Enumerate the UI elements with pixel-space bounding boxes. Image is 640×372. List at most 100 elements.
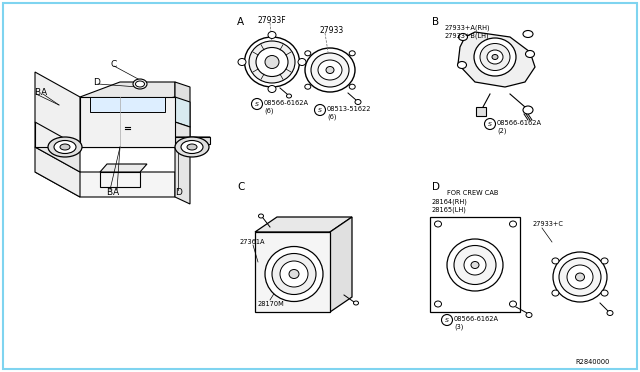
Ellipse shape: [553, 252, 607, 302]
Ellipse shape: [567, 265, 593, 289]
Bar: [255, 232, 330, 312]
Ellipse shape: [525, 51, 534, 58]
Polygon shape: [35, 147, 80, 197]
Text: 27933+A(RH): 27933+A(RH): [445, 25, 491, 31]
Ellipse shape: [480, 44, 510, 71]
Ellipse shape: [552, 290, 559, 296]
Ellipse shape: [575, 273, 584, 281]
Ellipse shape: [552, 258, 559, 264]
Ellipse shape: [492, 55, 498, 60]
Ellipse shape: [435, 301, 442, 307]
Ellipse shape: [523, 106, 533, 114]
Text: A: A: [237, 17, 244, 27]
Text: 27361A: 27361A: [240, 239, 266, 245]
Text: S: S: [255, 102, 259, 106]
Text: D: D: [93, 77, 100, 87]
Polygon shape: [255, 217, 352, 232]
Text: B: B: [34, 87, 40, 96]
Ellipse shape: [187, 144, 197, 150]
Bar: [476, 107, 486, 116]
Polygon shape: [175, 137, 210, 147]
Ellipse shape: [259, 214, 264, 218]
Circle shape: [252, 99, 262, 109]
Text: FOR CREW CAB: FOR CREW CAB: [447, 190, 499, 196]
Text: 28164(RH): 28164(RH): [432, 199, 468, 205]
Ellipse shape: [60, 144, 70, 150]
Ellipse shape: [526, 312, 532, 317]
Ellipse shape: [349, 51, 355, 56]
Ellipse shape: [458, 61, 467, 68]
Text: D: D: [175, 187, 182, 196]
Ellipse shape: [48, 137, 82, 157]
Text: 28165(LH): 28165(LH): [432, 207, 467, 213]
Text: (3): (3): [454, 324, 463, 330]
Ellipse shape: [454, 246, 496, 285]
Ellipse shape: [353, 301, 358, 305]
Polygon shape: [100, 172, 140, 187]
Ellipse shape: [509, 301, 516, 307]
Ellipse shape: [298, 58, 306, 65]
Circle shape: [484, 119, 495, 129]
Polygon shape: [175, 122, 190, 152]
Polygon shape: [35, 72, 80, 147]
Ellipse shape: [523, 31, 533, 38]
Ellipse shape: [268, 32, 276, 38]
Ellipse shape: [280, 261, 308, 287]
Text: D: D: [432, 182, 440, 192]
Text: A: A: [113, 187, 119, 196]
Text: S: S: [318, 108, 322, 112]
Ellipse shape: [349, 84, 355, 89]
Ellipse shape: [326, 67, 334, 74]
Polygon shape: [80, 97, 175, 147]
Text: S: S: [445, 317, 449, 323]
Polygon shape: [458, 32, 535, 87]
Ellipse shape: [244, 37, 300, 87]
Text: 27933+B(LH): 27933+B(LH): [445, 33, 490, 39]
Text: S: S: [488, 122, 492, 126]
Ellipse shape: [471, 262, 479, 269]
Text: (6): (6): [264, 108, 273, 114]
Polygon shape: [90, 97, 165, 112]
Ellipse shape: [559, 258, 601, 296]
Polygon shape: [330, 217, 352, 312]
Ellipse shape: [238, 58, 246, 65]
Polygon shape: [80, 82, 175, 107]
Text: C: C: [237, 182, 244, 192]
Ellipse shape: [289, 269, 299, 279]
Text: (2): (2): [497, 128, 506, 134]
Circle shape: [314, 105, 326, 115]
Text: A: A: [41, 87, 47, 96]
Ellipse shape: [181, 141, 203, 154]
Ellipse shape: [474, 38, 516, 76]
Ellipse shape: [607, 311, 613, 315]
Polygon shape: [175, 137, 210, 152]
Ellipse shape: [256, 48, 288, 77]
Text: 27933: 27933: [320, 26, 344, 35]
Polygon shape: [35, 172, 175, 197]
Text: C: C: [110, 60, 116, 68]
Polygon shape: [175, 82, 190, 127]
Text: 08513-51622: 08513-51622: [327, 106, 371, 112]
Polygon shape: [35, 122, 80, 172]
Ellipse shape: [509, 221, 516, 227]
Ellipse shape: [318, 60, 342, 80]
Ellipse shape: [265, 55, 279, 68]
Ellipse shape: [601, 290, 608, 296]
Ellipse shape: [175, 137, 209, 157]
Ellipse shape: [458, 33, 467, 41]
Ellipse shape: [265, 247, 323, 301]
Ellipse shape: [355, 99, 361, 105]
Text: 08566-6162A: 08566-6162A: [264, 100, 309, 106]
Ellipse shape: [268, 86, 276, 93]
Text: B: B: [432, 17, 439, 27]
Polygon shape: [175, 122, 190, 204]
Polygon shape: [35, 122, 175, 147]
Text: 08566-6162A: 08566-6162A: [497, 120, 542, 126]
Text: R2840000: R2840000: [575, 359, 609, 365]
Text: B: B: [106, 187, 112, 196]
Ellipse shape: [311, 53, 349, 87]
Ellipse shape: [54, 141, 76, 154]
Text: 27933+C: 27933+C: [533, 221, 564, 227]
Ellipse shape: [305, 84, 311, 89]
Text: 27933F: 27933F: [258, 16, 287, 25]
